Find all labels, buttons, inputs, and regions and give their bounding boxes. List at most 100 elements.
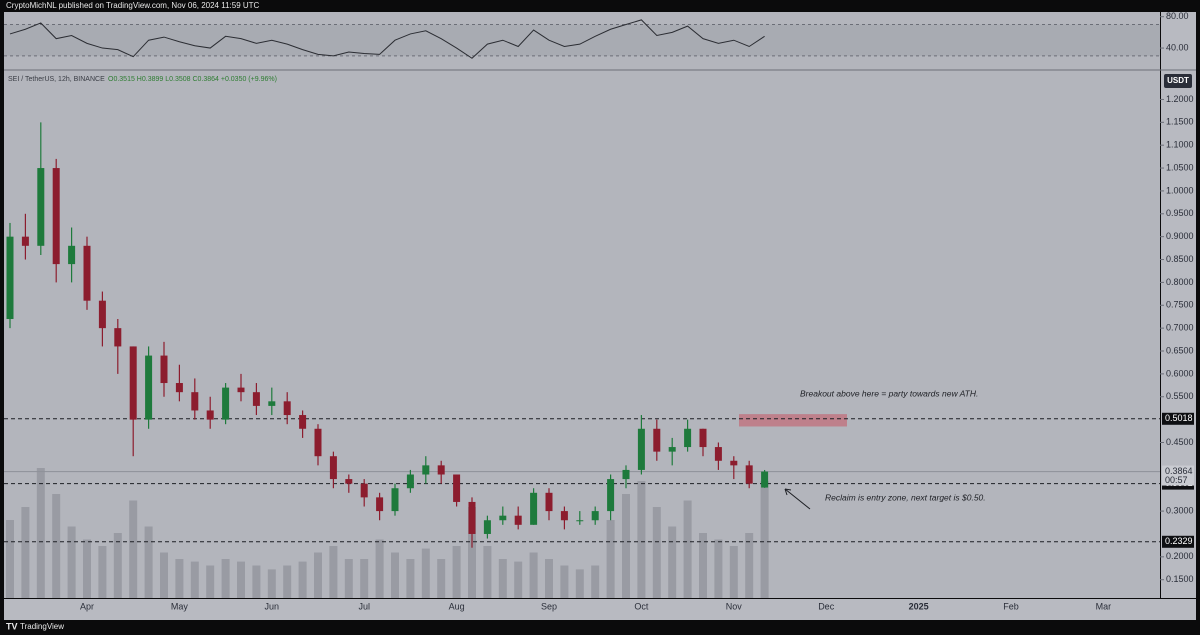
volume-bar [437,559,446,598]
candle-body [668,447,676,452]
candle-body [637,428,645,470]
volume-bar [452,546,461,598]
candle-body [437,465,445,475]
candle-body [391,488,399,512]
brand: TradingView [20,622,64,631]
volume-bar [375,539,384,598]
candle-body [6,236,14,319]
last-price-label: 0.3864 [1165,466,1193,476]
candle-body [653,428,661,452]
volume-bar [52,494,61,598]
candle-body [530,492,538,525]
volume-bar [329,546,338,598]
volume-bar [283,565,292,598]
last-price-box [1162,465,1194,486]
volume-bar [606,520,615,598]
volume-bar [545,559,553,598]
volume-bar [237,561,245,598]
candle-body [283,401,291,416]
plot-area [4,12,1160,598]
x-tick-label: Jul [358,601,370,611]
volume-bar [391,552,399,598]
volume-bar [745,533,754,598]
x-tick-label: Sep [541,601,557,611]
volume-bar [637,481,646,598]
x-tick-label: Jun [265,601,280,611]
candle-body [160,355,168,384]
y-tick-label: 0.1500 [1166,574,1194,584]
y-tick-label: 0.7000 [1166,323,1194,333]
volume-bar [714,539,723,598]
candle-body [422,465,430,475]
y-tick-label: 1.0500 [1166,162,1194,172]
candle-body [360,483,368,498]
candle-body [730,460,738,466]
publisher: CryptoMichNL published on TradingView.co… [6,1,260,10]
y-tick-label: 0.6000 [1166,368,1194,378]
volume-bar [652,507,661,598]
candle-body [206,410,214,420]
candle-body [499,515,507,521]
x-tick-label: Apr [80,601,94,611]
volume-bar [190,561,199,598]
candle-body [406,474,414,489]
volume-bar [267,569,276,598]
volume-bar [67,526,76,598]
volume-bar [252,565,261,598]
legend-values: O0.3515 H0.3899 L0.3508 C0.3864 +0.0350 … [108,76,277,83]
level-label: 0.5018 [1165,413,1193,423]
annotation: Reclaim is entry zone, next target is $0… [825,492,986,502]
y-tick-label: 0.9000 [1166,231,1194,241]
candle-body [745,465,753,484]
candle-body [129,346,137,420]
candle-body [114,328,122,347]
volume-bar [729,546,738,598]
volume-bar [221,559,230,598]
candle-body [576,520,584,522]
volume-bar [406,559,415,598]
annotation-arrow [784,488,811,510]
candle-body [468,501,476,534]
candle-body [191,392,199,411]
y-tick-label: 0.3000 [1166,505,1194,515]
volume-bar [591,565,600,598]
candle-body [622,469,630,480]
y-tick-label: 1.1500 [1166,117,1194,127]
candle-body [237,387,245,393]
candle-body [37,168,45,246]
x-tick-label: May [171,601,189,611]
x-tick-label: 2025 [909,601,929,611]
price-axis [1161,12,1196,598]
rsi-tick-label: 80.00 [1166,11,1189,21]
annotation: Breakout above here = party towards new … [800,388,978,398]
x-tick-label: Oct [634,601,649,611]
x-tick-label: Nov [726,601,743,611]
volume-bar [129,500,138,598]
candle-body [52,168,60,265]
y-tick-label: 1.1000 [1166,140,1194,150]
volume-bar [498,559,507,598]
volume-bar [622,494,630,598]
candle-body [684,428,692,448]
volume-bar [113,533,122,598]
candle-body [299,415,307,429]
rsi-line [9,19,765,59]
candle-body [560,511,568,521]
volume-bar [98,546,107,598]
volume-bar [421,548,430,598]
candle-body [545,492,553,512]
volume-bar [529,552,538,598]
x-tick-label: Aug [449,601,465,611]
candle-body [145,355,153,420]
candle-body [21,236,29,246]
candle-body [314,428,322,457]
currency: USDT [1167,76,1189,85]
volume-bar [21,507,30,598]
candle-body [329,456,337,480]
volume-bar [314,552,322,598]
volume-bar [483,546,492,598]
volume-bar [668,526,677,598]
level-box [1162,412,1194,425]
candle-body [68,245,76,265]
